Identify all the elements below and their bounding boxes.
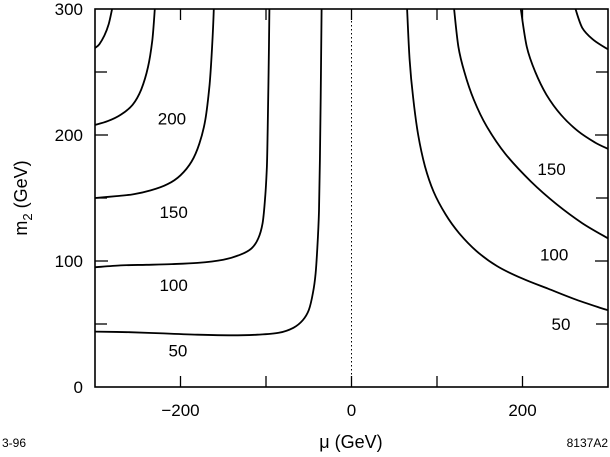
- contour-label-150: 150: [537, 160, 565, 179]
- tick-labels: −200 0 200 0 100 200 300: [55, 0, 537, 420]
- x-axis-title: μ (GeV): [319, 432, 382, 452]
- contour-line-150-left: [95, 9, 215, 199]
- y-tick-label: 200: [55, 126, 83, 145]
- x-tick-label: 200: [508, 401, 536, 420]
- contour-label-50: 50: [552, 315, 571, 334]
- contour-line-50-right: [406, 9, 608, 311]
- contour-line-100-right: [453, 9, 608, 240]
- y-tick-label: 300: [55, 0, 83, 19]
- y-tick-label: 0: [74, 378, 83, 397]
- contour-labels: 200 150 100 50 150 100 50: [158, 110, 571, 361]
- contour-label-200: 200: [158, 110, 186, 129]
- contour-label-150: 150: [159, 203, 187, 222]
- figure-id-code: 8137A2: [567, 436, 609, 450]
- contour-line-200-right: [574, 9, 608, 51]
- y-axis-title-subscript: 2: [20, 213, 35, 220]
- y-axis-title-main: m: [11, 221, 31, 236]
- contour-line-150-right: [519, 9, 608, 150]
- contour-label-100: 100: [540, 246, 568, 265]
- y-axis-title: m2 (GeV): [11, 160, 35, 235]
- contour-label-50: 50: [168, 341, 187, 360]
- contour-curves: [95, 9, 608, 337]
- contour-line-50-left: [95, 9, 323, 337]
- figure-date-code: 3-96: [2, 436, 26, 450]
- x-tick-label: −200: [161, 401, 199, 420]
- y-tick-label: 100: [55, 252, 83, 271]
- x-tick-label: 0: [347, 401, 356, 420]
- contour-label-100: 100: [159, 276, 187, 295]
- contour-line-100-left: [95, 9, 271, 269]
- contour-line-200-left: [95, 9, 156, 126]
- y-axis-title-tail: (GeV): [11, 160, 31, 213]
- contour-line-outer-left: [95, 9, 113, 49]
